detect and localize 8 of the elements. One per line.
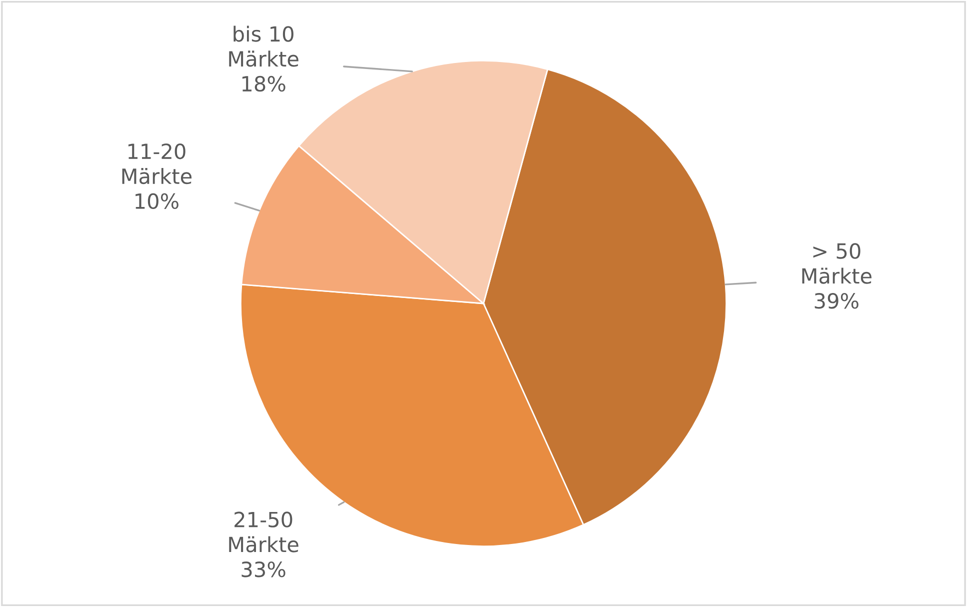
slice-label: bis 10 Märkte [229,26,298,67]
slice-label: 21-50 Märkte [229,512,298,552]
slice-label: > 50 Märkte [802,243,872,284]
data-label: 39% [814,292,858,309]
data-label: 33% [242,562,286,578]
slice-label: 11-20 Märkte [122,143,192,184]
data-label: 18% [242,76,286,92]
data-label: 10% [136,193,178,210]
